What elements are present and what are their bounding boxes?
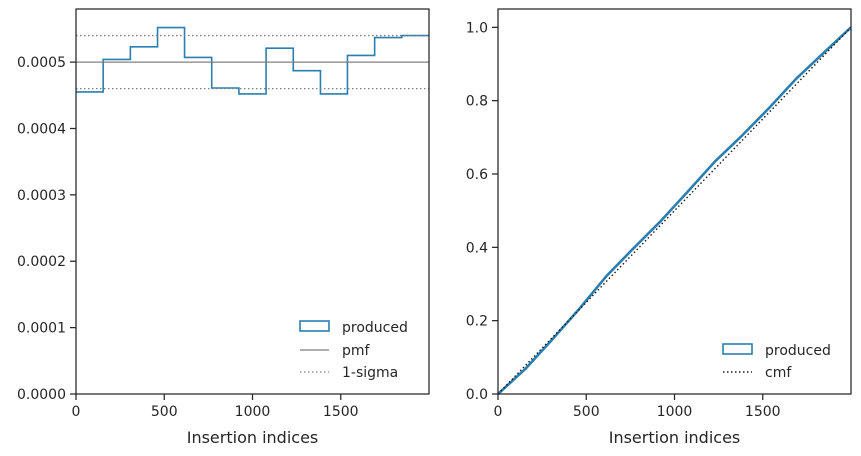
- legend-produced-swatch: [299, 320, 330, 332]
- right-legend: produced cmf: [722, 343, 831, 381]
- y-tick-label: 0.0001: [17, 321, 66, 337]
- x-tick-label: 500: [573, 404, 600, 420]
- right-panel: 0 500 1000 1500 0.0 0.2 0.4 0.6 0.8 1.0 Insertion…: [466, 8, 852, 447]
- right-plot-series: [498, 26, 851, 394]
- legend-pmf-label: pmf: [342, 343, 371, 359]
- right-axis-ticks: 0 500 1000 1500 0.0 0.2 0.4 0.6 0.8 1.0: [466, 20, 781, 420]
- series-cmf-line: [498, 26, 851, 394]
- left-plot-series: [76, 26, 429, 95]
- y-tick-label: 0.0003: [17, 188, 66, 204]
- x-tick-label: 500: [151, 404, 178, 420]
- series-produced-curve: [498, 26, 851, 394]
- left-axis-ticks: 0 500 1000 1500 0.0000 0.0001 0.0002 0.0003 0.00…: [17, 55, 359, 420]
- y-tick-label: 1.0: [466, 20, 488, 36]
- y-tick-label: 0.2: [466, 314, 488, 330]
- x-tick-label: 1500: [745, 404, 781, 420]
- left-x-axis-label: Insertion indices: [187, 428, 319, 447]
- legend-1-sigma-label: 1-sigma: [342, 365, 398, 381]
- right-axes-frame: [497, 8, 852, 395]
- y-tick-label: 0.6: [466, 167, 488, 183]
- y-tick-label: 0.0000: [17, 387, 66, 403]
- x-tick-label: 1000: [657, 404, 693, 420]
- legend-produced-label: produced: [765, 343, 831, 359]
- left-panel: 0 500 1000 1500 0.0000 0.0001 0.0002 0.0003 0.00…: [17, 8, 430, 447]
- legend-produced-label: produced: [342, 320, 408, 336]
- left-legend: produced pmf 1-sigma: [299, 320, 408, 381]
- right-x-axis-label: Insertion indices: [609, 428, 741, 447]
- y-tick-label: 0.0005: [17, 55, 66, 71]
- y-tick-label: 0.8: [466, 94, 488, 110]
- x-tick-label: 0: [494, 404, 503, 420]
- x-tick-label: 1000: [235, 404, 271, 420]
- y-tick-label: 0.0004: [17, 121, 66, 137]
- y-tick-label: 0.0: [466, 387, 488, 403]
- legend-cmf-label: cmf: [765, 365, 792, 381]
- left-axes-frame: [75, 8, 430, 395]
- y-tick-label: 0.0002: [17, 254, 66, 270]
- legend-produced-swatch: [722, 343, 753, 355]
- x-tick-label: 0: [72, 404, 81, 420]
- series-produced-step: [76, 26, 429, 95]
- x-tick-label: 1500: [323, 404, 359, 420]
- y-tick-label: 0.4: [466, 240, 488, 256]
